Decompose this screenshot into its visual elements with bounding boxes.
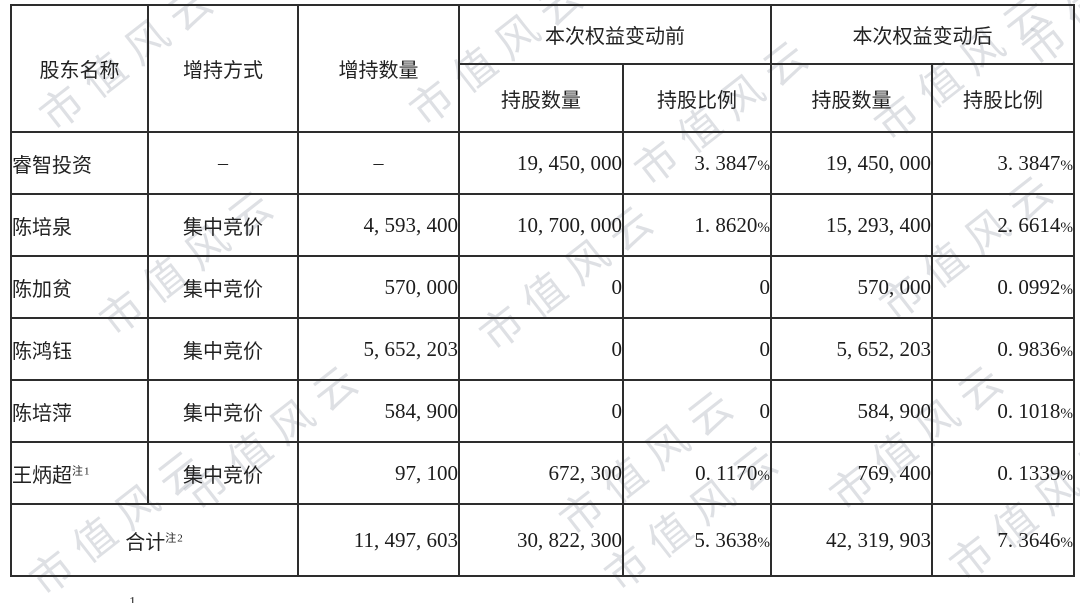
cell-before-shares: 10, 700, 000 bbox=[458, 193, 624, 257]
cell-before-shares: 0 bbox=[458, 379, 624, 443]
cell-shareholder-name: 陈加贫 bbox=[10, 255, 149, 319]
header-shareholder-name: 股东名称 bbox=[10, 4, 149, 133]
total-row: 合计注2 11, 497, 603 30, 822, 300 5. 3638% … bbox=[10, 503, 1075, 577]
cell-total-label: 合计注2 bbox=[10, 503, 299, 577]
header-before-ratio: 持股比例 bbox=[622, 63, 772, 133]
cell-before-ratio: 3. 3847% bbox=[622, 131, 772, 195]
cell-before-shares: 19, 450, 000 bbox=[458, 131, 624, 195]
cell-increase-quantity: 570, 000 bbox=[297, 255, 460, 319]
cell-increase-quantity: 584, 900 bbox=[297, 379, 460, 443]
cell-before-ratio: 0 bbox=[622, 317, 772, 381]
header-increase-quantity: 增持数量 bbox=[297, 4, 460, 133]
cell-after-ratio: 0. 9836% bbox=[931, 317, 1075, 381]
cell-total-after-ratio: 7. 3646% bbox=[931, 503, 1075, 577]
cell-before-shares: 0 bbox=[458, 255, 624, 319]
footnote-marker: 注2 bbox=[165, 531, 184, 544]
cell-shareholder-name: 王炳超注1 bbox=[10, 441, 149, 505]
cell-after-ratio: 2. 6614% bbox=[931, 193, 1075, 257]
cell-after-shares: 570, 000 bbox=[770, 255, 933, 319]
cell-before-ratio: 0 bbox=[622, 379, 772, 443]
cell-shareholder-name: 陈培萍 bbox=[10, 379, 149, 443]
cell-after-ratio: 3. 3847% bbox=[931, 131, 1075, 195]
cell-increase-method: 集中竞价 bbox=[147, 317, 299, 381]
cell-before-ratio: 0 bbox=[622, 255, 772, 319]
cell-shareholder-name: 陈培泉 bbox=[10, 193, 149, 257]
partial-footnote-text: 1 bbox=[129, 595, 136, 603]
cell-shareholder-name: 睿智投资 bbox=[10, 131, 149, 195]
cell-after-ratio: 0. 1339% bbox=[931, 441, 1075, 505]
cell-total-before-shares: 30, 822, 300 bbox=[458, 503, 624, 577]
table-row: 陈培萍 集中竞价 584, 900 0 0 584, 900 0. 1018% bbox=[10, 379, 1075, 443]
cell-after-shares: 19, 450, 000 bbox=[770, 131, 933, 195]
cell-shareholder-name: 陈鸿钰 bbox=[10, 317, 149, 381]
table-row: 陈鸿钰 集中竞价 5, 652, 203 0 0 5, 652, 203 0. … bbox=[10, 317, 1075, 381]
header-after-shares: 持股数量 bbox=[770, 63, 933, 133]
cell-increase-quantity: 5, 652, 203 bbox=[297, 317, 460, 381]
cell-after-ratio: 0. 1018% bbox=[931, 379, 1075, 443]
cell-increase-quantity: 97, 100 bbox=[297, 441, 460, 505]
cell-before-ratio: 1. 8620% bbox=[622, 193, 772, 257]
table-row: 陈培泉 集中竞价 4, 593, 400 10, 700, 000 1. 862… bbox=[10, 193, 1075, 257]
cell-increase-method: 集中竞价 bbox=[147, 379, 299, 443]
cell-after-shares: 584, 900 bbox=[770, 379, 933, 443]
cell-increase-quantity: 4, 593, 400 bbox=[297, 193, 460, 257]
footnote-marker: 注1 bbox=[72, 464, 91, 477]
header-before-shares: 持股数量 bbox=[458, 63, 624, 133]
cell-before-shares: 0 bbox=[458, 317, 624, 381]
cell-increase-method: – bbox=[147, 131, 299, 195]
table-row: 睿智投资 – – 19, 450, 000 3. 3847% 19, 450, … bbox=[10, 131, 1075, 195]
cell-increase-method: 集中竞价 bbox=[147, 255, 299, 319]
header-increase-method: 增持方式 bbox=[147, 4, 299, 133]
cell-after-ratio: 0. 0992% bbox=[931, 255, 1075, 319]
table-row: 王炳超注1 集中竞价 97, 100 672, 300 0. 1170% 769… bbox=[10, 441, 1075, 505]
header-before-change-group: 本次权益变动前 bbox=[458, 4, 772, 65]
cell-after-shares: 15, 293, 400 bbox=[770, 193, 933, 257]
header-after-ratio: 持股比例 bbox=[931, 63, 1075, 133]
shareholding-change-table: 股东名称 增持方式 增持数量 本次权益变动前 本次权益变动后 持股数量 持股比例… bbox=[10, 4, 1075, 577]
table-row: 陈加贫 集中竞价 570, 000 0 0 570, 000 0. 0992% bbox=[10, 255, 1075, 319]
total-label-text: 合计 bbox=[125, 531, 166, 554]
header-after-change-group: 本次权益变动后 bbox=[770, 4, 1075, 65]
cell-total-before-ratio: 5. 3638% bbox=[622, 503, 772, 577]
shareholder-name-text: 王炳超 bbox=[12, 464, 72, 487]
cell-total-increase-quantity: 11, 497, 603 bbox=[297, 503, 460, 577]
cell-before-ratio: 0. 1170% bbox=[622, 441, 772, 505]
cell-increase-quantity: – bbox=[297, 131, 460, 195]
header-row-groups: 股东名称 增持方式 增持数量 本次权益变动前 本次权益变动后 bbox=[10, 4, 1075, 133]
cell-increase-method: 集中竞价 bbox=[147, 441, 299, 505]
cell-increase-method: 集中竞价 bbox=[147, 193, 299, 257]
cell-before-shares: 672, 300 bbox=[458, 441, 624, 505]
cell-total-after-shares: 42, 319, 903 bbox=[770, 503, 933, 577]
header-row-sub: 持股数量 持股比例 持股数量 持股比例 bbox=[11, 63, 1075, 133]
cell-after-shares: 5, 652, 203 bbox=[770, 317, 933, 381]
cell-after-shares: 769, 400 bbox=[770, 441, 933, 505]
